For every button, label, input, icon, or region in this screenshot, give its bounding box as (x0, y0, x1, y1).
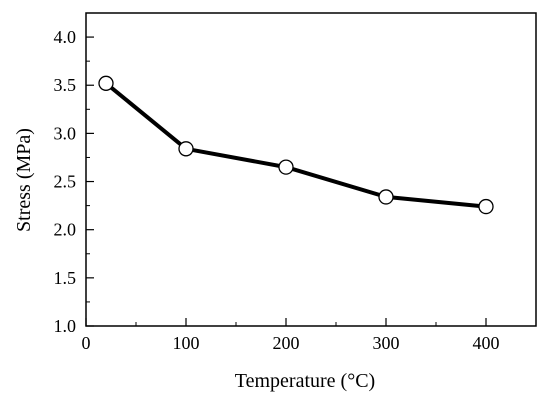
major-ticks (85, 36, 487, 327)
x-axis-label: Temperature (°C) (235, 370, 375, 392)
series-lines (104, 81, 487, 209)
y-tick-label: 2.0 (54, 220, 77, 240)
data-point-marker (378, 189, 394, 205)
y-tick-label: 2.5 (54, 172, 77, 192)
series-line (104, 81, 487, 209)
y-tick-label: 3.5 (54, 75, 77, 95)
plot-frame (85, 12, 537, 327)
x-tick-labels: 0 100 200 300 400 (82, 333, 500, 353)
data-point-marker (98, 75, 114, 91)
data-point-marker (178, 141, 194, 157)
data-point-marker (478, 198, 494, 215)
x-tick-label: 200 (273, 333, 300, 353)
y-tick-label: 1.0 (54, 316, 77, 336)
y-axis-label: Stress (MPa) (13, 128, 35, 232)
y-tick-label: 4.0 (54, 27, 77, 47)
y-tick-labels: 1.0 1.5 2.0 2.5 3.0 3.5 4.0 (54, 27, 77, 336)
y-tick-label: 3.0 (54, 123, 77, 143)
x-tick-label: 300 (373, 333, 400, 353)
data-point-marker (278, 159, 294, 175)
x-tick-label: 400 (473, 333, 500, 353)
x-tick-label: 100 (173, 333, 200, 353)
x-tick-label: 0 (82, 333, 91, 353)
y-tick-label: 1.5 (54, 268, 77, 288)
series-markers (98, 75, 494, 215)
